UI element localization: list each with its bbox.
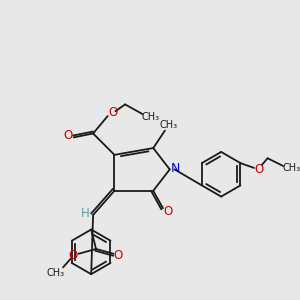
Text: O: O bbox=[114, 249, 123, 262]
Text: O: O bbox=[108, 106, 117, 119]
Text: CH₃: CH₃ bbox=[46, 268, 64, 278]
Text: N: N bbox=[171, 162, 180, 175]
Text: O: O bbox=[63, 129, 73, 142]
Text: O: O bbox=[68, 249, 77, 262]
Text: O: O bbox=[163, 205, 172, 218]
Text: CH₃: CH₃ bbox=[160, 120, 178, 130]
Text: O: O bbox=[254, 164, 263, 176]
Text: CH₃: CH₃ bbox=[141, 112, 159, 122]
Text: H: H bbox=[81, 206, 90, 220]
Text: CH₃: CH₃ bbox=[283, 163, 300, 173]
